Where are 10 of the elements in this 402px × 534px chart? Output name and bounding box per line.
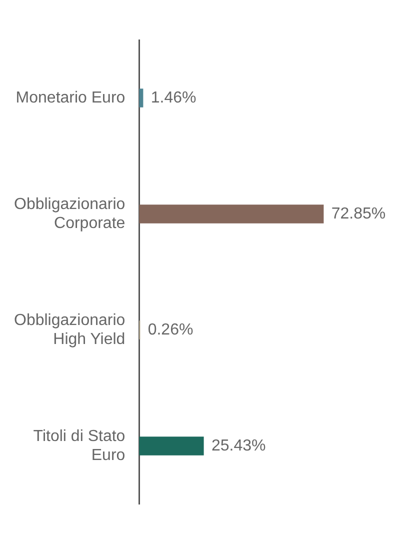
data-label: 72.85% bbox=[331, 205, 386, 222]
y-tick-label: Titoli di Stato Euro bbox=[33, 428, 126, 464]
bar bbox=[139, 204, 324, 224]
y-tick-label: Obbligazionario High Yield bbox=[14, 312, 126, 348]
y-tick-label: Obbligazionario Corporate bbox=[14, 196, 126, 232]
data-label: 25.43% bbox=[211, 437, 266, 454]
data-label: 1.46% bbox=[150, 89, 196, 106]
bar bbox=[139, 436, 204, 456]
data-label: 0.26% bbox=[148, 321, 194, 338]
y-tick-label: Monetario Euro bbox=[16, 89, 126, 106]
